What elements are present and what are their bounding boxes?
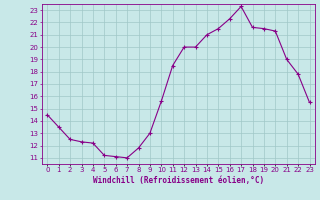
X-axis label: Windchill (Refroidissement éolien,°C): Windchill (Refroidissement éolien,°C) [93,176,264,185]
